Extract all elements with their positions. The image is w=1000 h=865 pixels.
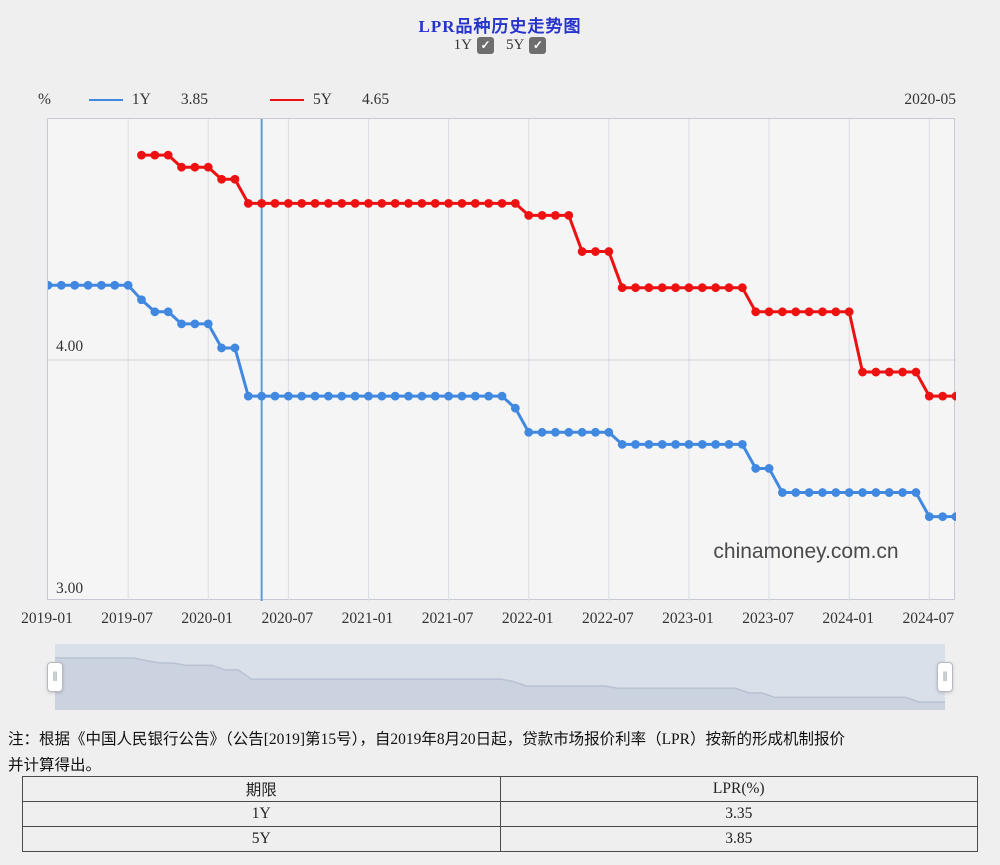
legend-5y-name: 5Y xyxy=(313,91,332,108)
x-axis-labels: 2019-01 2019-07 2020-01 2020-07 2021-01 2021-… xyxy=(0,610,1000,632)
toggle-5y[interactable]: 5Y ✓ xyxy=(506,37,547,54)
table-cell: 3.85 xyxy=(499,826,978,852)
legend-1y-name: 1Y xyxy=(131,91,151,108)
x-tick-label: 2024-01 xyxy=(822,610,874,627)
x-tick-label: 2022-07 xyxy=(581,610,634,627)
table-cell: 1Y xyxy=(22,801,501,827)
x-tick-label: 2022-01 xyxy=(501,610,554,627)
hover-date-label: 2020-05 xyxy=(904,91,956,108)
chinamoney-watermark: chinamoney.com.cn xyxy=(713,540,899,563)
x-tick-label: 2020-07 xyxy=(261,610,314,627)
table-cell: 3.35 xyxy=(499,801,978,827)
x-tick-label: 2019-01 xyxy=(21,610,73,627)
table-header-term: 期限 xyxy=(22,776,501,802)
x-tick-label: 2023-07 xyxy=(742,610,794,627)
table-row: 5Y 3.85 xyxy=(22,826,978,852)
legend-5y-value: 4.65 xyxy=(361,91,390,108)
checkbox-checked-icon[interactable]: ✓ xyxy=(529,37,547,54)
navigator-right-handle[interactable]: ‖ xyxy=(937,662,953,692)
toggle-5y-label: 5Y xyxy=(506,37,525,53)
toggle-1y-label: 1Y xyxy=(453,37,472,53)
line-swatch-icon xyxy=(88,99,123,101)
footnote-line-2: 并计算得出。 xyxy=(8,757,102,774)
chart-plot-area[interactable]: chinamoney.com.cn xyxy=(47,118,956,601)
x-tick-label: 2024-07 xyxy=(902,610,955,627)
x-tick-label: 2021-07 xyxy=(421,610,474,627)
page-title: LPR品种历史走势图 xyxy=(418,17,582,36)
x-tick-label: 2023-01 xyxy=(662,610,714,627)
navigator-left-handle[interactable]: ‖ xyxy=(47,662,63,692)
lpr-rate-table: 期限 LPR(%) 1Y 3.35 5Y 3.85 xyxy=(22,776,978,852)
table-header-row: 期限 LPR(%) xyxy=(22,776,978,802)
table-header-lpr: LPR(%) xyxy=(499,776,978,802)
legend-item-5y: 5Y 4.65 xyxy=(270,91,389,109)
y-tick-4: 4.00 xyxy=(56,338,84,355)
footnote-line-1: 注：根据《中国人民银行公告》（公告[2019]第15号），自2019年8月20日… xyxy=(8,731,846,748)
checkbox-checked-icon[interactable]: ✓ xyxy=(477,37,494,54)
legend-item-1y: 1Y 3.85 xyxy=(88,91,208,109)
navigator-mini-chart xyxy=(55,657,945,710)
line-swatch-icon xyxy=(270,99,304,101)
toggle-1y[interactable]: 1Y ✓ xyxy=(454,37,494,54)
legend-1y-value: 3.85 xyxy=(180,91,208,108)
table-cell: 5Y xyxy=(22,826,501,852)
x-tick-label: 2021-01 xyxy=(341,610,394,627)
footnote: 注：根据《中国人民银行公告》（公告[2019]第15号），自2019年8月20日… xyxy=(8,727,992,779)
y-tick-3: 3.00 xyxy=(56,580,84,597)
series-toggle-row: 1Y ✓ 5Y ✓ xyxy=(0,37,1000,54)
table-row: 1Y 3.35 xyxy=(22,801,978,827)
x-tick-label: 2020-01 xyxy=(181,610,234,627)
range-navigator[interactable]: ‖ ‖ xyxy=(47,644,953,710)
x-tick-label: 2019-07 xyxy=(101,610,153,627)
y-axis-unit: % xyxy=(38,91,51,108)
lpr-line-chart[interactable] xyxy=(48,119,956,601)
chart-legend: % 1Y 3.85 5Y 4.65 2020-05 xyxy=(38,91,956,109)
